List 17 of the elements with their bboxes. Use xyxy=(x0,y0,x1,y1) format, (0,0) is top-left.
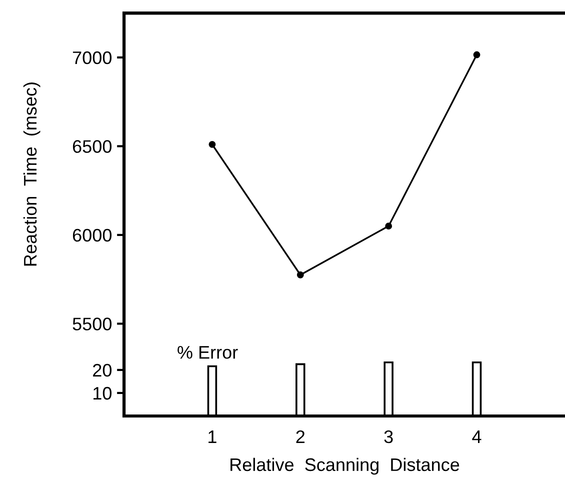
x-axis-title: Relative Scanning Distance xyxy=(230,458,460,475)
y-tick-label: 5500 xyxy=(72,318,112,330)
x-tick-label: 2 xyxy=(296,430,305,443)
x-tick-label: 1 xyxy=(208,430,216,443)
point xyxy=(208,140,216,148)
point xyxy=(385,222,392,230)
y2-tick-label: 10 xyxy=(94,386,112,400)
y-axis-title: Reaction Time (msec) xyxy=(23,82,40,266)
point xyxy=(473,51,480,58)
y-tick-label: 7000 xyxy=(72,51,112,64)
y2-tick-label: 20 xyxy=(93,364,112,377)
y-tick-label: 6500 xyxy=(72,140,112,153)
x-tick-label: 3 xyxy=(384,430,393,444)
x-tick-label: 4 xyxy=(472,430,482,443)
point xyxy=(296,271,304,278)
y-tick-label: 6000 xyxy=(72,228,112,242)
y2-axis-title: % Error xyxy=(178,346,238,359)
